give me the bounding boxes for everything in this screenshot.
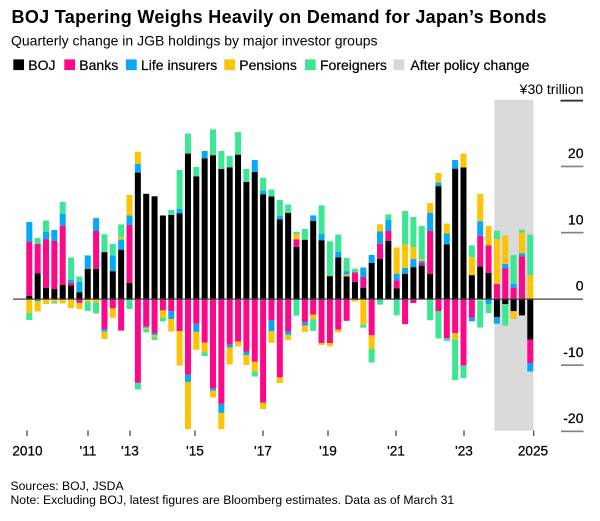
svg-text:Banks: Banks [79,57,118,73]
svg-text:-10: -10 [563,344,583,360]
svg-text:0: 0 [576,278,584,294]
svg-text:-20: -20 [563,410,583,426]
svg-text:2025: 2025 [518,444,548,459]
svg-text:BOJ: BOJ [28,57,55,73]
svg-text:Note: Excluding BOJ, latest fi: Note: Excluding BOJ, latest figures are … [11,493,455,507]
svg-text:2010: 2010 [12,444,43,459]
svg-text:Life insurers: Life insurers [141,57,217,73]
svg-text:'13: '13 [121,444,139,459]
svg-text:Pensions: Pensions [239,57,297,73]
svg-text:¥30 trillion: ¥30 trillion [519,81,584,97]
svg-text:'17: '17 [254,444,272,459]
svg-text:10: 10 [568,211,584,227]
svg-text:Sources: BOJ, JSDA: Sources: BOJ, JSDA [11,479,125,493]
svg-text:'11: '11 [80,444,97,459]
svg-text:'15: '15 [186,444,204,459]
svg-text:After policy change: After policy change [410,57,529,73]
svg-text:20: 20 [568,145,584,161]
svg-text:'23: '23 [455,444,473,459]
svg-text:Foreigners: Foreigners [320,57,387,73]
svg-text:Quarterly change in JGB holdin: Quarterly change in JGB holdings by majo… [11,33,378,49]
svg-text:BOJ Tapering Weighs Heavily on: BOJ Tapering Weighs Heavily on Demand fo… [12,7,547,27]
svg-text:'21: '21 [387,444,405,459]
svg-text:'19: '19 [319,444,337,459]
